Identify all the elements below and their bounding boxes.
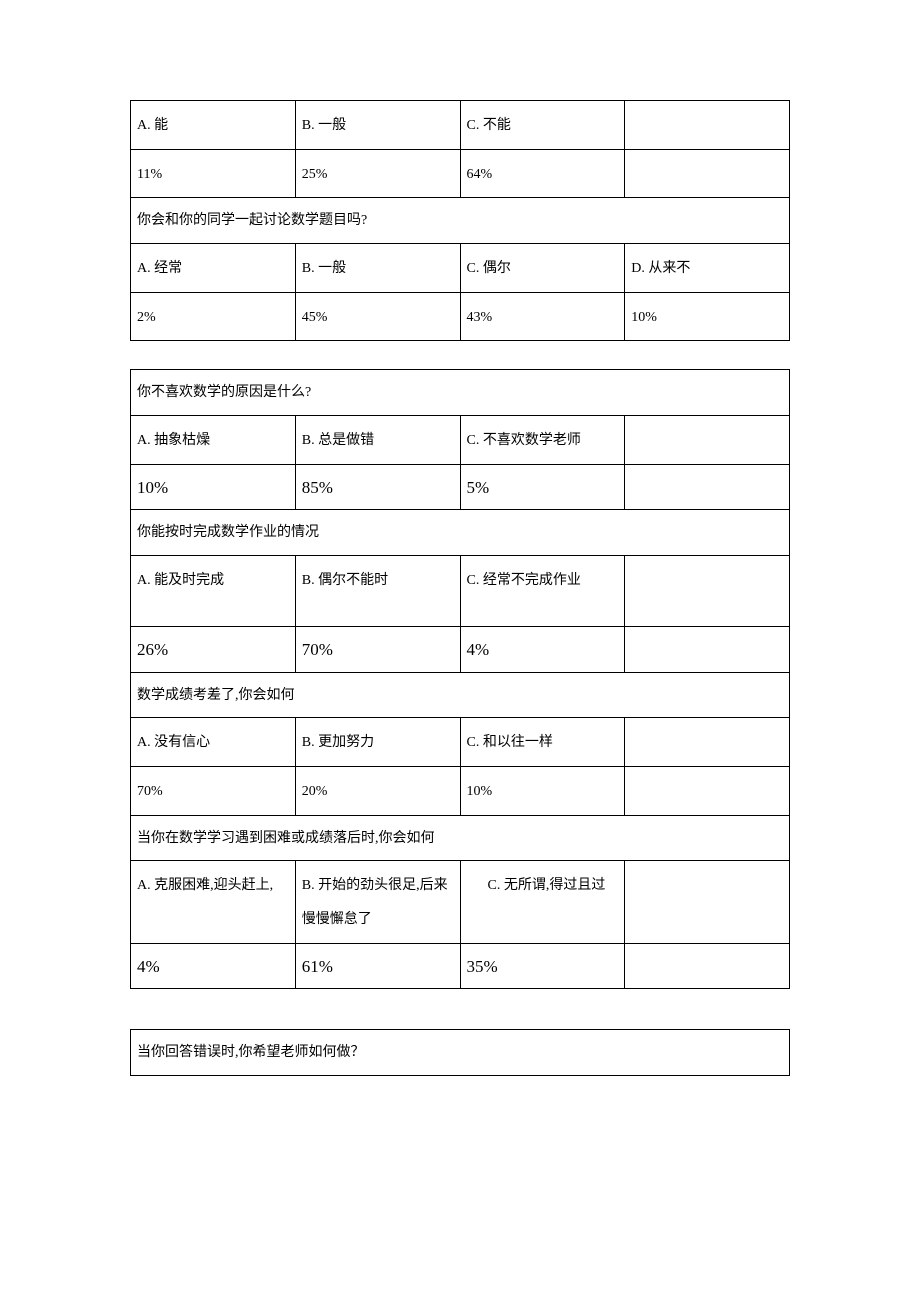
cell-option: C. 和以往一样 — [460, 718, 625, 767]
cell-empty — [625, 943, 790, 989]
table-row: 26% 70% 4% — [131, 626, 790, 672]
cell-percent: 4% — [131, 943, 296, 989]
cell-percent: 4% — [460, 626, 625, 672]
cell-empty — [625, 766, 790, 815]
cell-percent: 10% — [460, 766, 625, 815]
cell-option: B. 总是做错 — [295, 415, 460, 464]
table-row: A. 经常 B. 一般 C. 偶尔 D. 从来不 — [131, 243, 790, 292]
cell-option: C. 无所谓,得过且过 — [460, 861, 625, 943]
cell-empty — [625, 718, 790, 767]
cell-question: 你会和你的同学一起讨论数学题目吗? — [131, 198, 790, 244]
cell-question: 当你回答错误时,你希望老师如何做？ — [131, 1030, 790, 1076]
cell-question: 当你在数学学习遇到困难或成绩落后时,你会如何 — [131, 815, 790, 861]
table-row: 你会和你的同学一起讨论数学题目吗? — [131, 198, 790, 244]
table-row: 当你回答错误时,你希望老师如何做？ — [131, 1030, 790, 1076]
cell-percent: 2% — [131, 292, 296, 341]
cell-empty — [625, 626, 790, 672]
cell-option: A. 能及时完成 — [131, 555, 296, 626]
cell-option: B. 偶尔不能时 — [295, 555, 460, 626]
table-row: 11% 25% 64% — [131, 149, 790, 198]
table-row: 当你在数学学习遇到困难或成绩落后时,你会如何 — [131, 815, 790, 861]
cell-percent: 85% — [295, 464, 460, 510]
table-row: 70% 20% 10% — [131, 766, 790, 815]
cell-percent: 10% — [625, 292, 790, 341]
table-row: 你能按时完成数学作业的情况 — [131, 510, 790, 556]
cell-empty — [625, 415, 790, 464]
spacer — [130, 341, 790, 369]
table-row: A. 能 B. 一般 C. 不能 — [131, 101, 790, 150]
cell-empty — [625, 101, 790, 150]
cell-empty — [625, 861, 790, 943]
cell-option: B. 更加努力 — [295, 718, 460, 767]
cell-question: 数学成绩考差了,你会如何 — [131, 672, 790, 718]
cell-percent: 70% — [131, 766, 296, 815]
cell-percent: 25% — [295, 149, 460, 198]
cell-option: C. 经常不完成作业 — [460, 555, 625, 626]
cell-option: C. 不能 — [460, 101, 625, 150]
cell-option: B. 一般 — [295, 243, 460, 292]
cell-percent: 70% — [295, 626, 460, 672]
survey-table-1: A. 能 B. 一般 C. 不能 11% 25% 64% 你会和你的同学一起讨论… — [130, 100, 790, 341]
page: A. 能 B. 一般 C. 不能 11% 25% 64% 你会和你的同学一起讨论… — [0, 0, 920, 1136]
cell-option: A. 抽象枯燥 — [131, 415, 296, 464]
table-row: 数学成绩考差了,你会如何 — [131, 672, 790, 718]
cell-option: A. 克服困难,迎头赶上, — [131, 861, 296, 943]
table-row: 2% 45% 43% 10% — [131, 292, 790, 341]
cell-question: 你能按时完成数学作业的情况 — [131, 510, 790, 556]
survey-table-3: 当你回答错误时,你希望老师如何做？ — [130, 1029, 790, 1076]
table-row: A. 克服困难,迎头赶上, B. 开始的劲头很足,后来慢慢懈怠了 C. 无所谓,… — [131, 861, 790, 943]
cell-empty — [625, 464, 790, 510]
cell-percent: 61% — [295, 943, 460, 989]
table-row: 4% 61% 35% — [131, 943, 790, 989]
cell-percent: 64% — [460, 149, 625, 198]
survey-table-2: 你不喜欢数学的原因是什么? A. 抽象枯燥 B. 总是做错 C. 不喜欢数学老师… — [130, 369, 790, 989]
cell-percent: 45% — [295, 292, 460, 341]
cell-option: C. 不喜欢数学老师 — [460, 415, 625, 464]
cell-option: C. 偶尔 — [460, 243, 625, 292]
table-row: A. 能及时完成 B. 偶尔不能时 C. 经常不完成作业 — [131, 555, 790, 626]
cell-percent: 35% — [460, 943, 625, 989]
cell-percent: 10% — [131, 464, 296, 510]
cell-option: A. 能 — [131, 101, 296, 150]
cell-option: A. 没有信心 — [131, 718, 296, 767]
cell-percent: 26% — [131, 626, 296, 672]
cell-option: B. 开始的劲头很足,后来慢慢懈怠了 — [295, 861, 460, 943]
cell-percent: 5% — [460, 464, 625, 510]
cell-option: B. 一般 — [295, 101, 460, 150]
table-row: A. 没有信心 B. 更加努力 C. 和以往一样 — [131, 718, 790, 767]
cell-percent: 20% — [295, 766, 460, 815]
cell-question: 你不喜欢数学的原因是什么? — [131, 370, 790, 416]
spacer — [130, 989, 790, 1029]
cell-option: A. 经常 — [131, 243, 296, 292]
cell-empty — [625, 555, 790, 626]
cell-option: D. 从来不 — [625, 243, 790, 292]
table-row: 10% 85% 5% — [131, 464, 790, 510]
cell-percent: 11% — [131, 149, 296, 198]
cell-percent: 43% — [460, 292, 625, 341]
table-row: 你不喜欢数学的原因是什么? — [131, 370, 790, 416]
table-row: A. 抽象枯燥 B. 总是做错 C. 不喜欢数学老师 — [131, 415, 790, 464]
cell-empty — [625, 149, 790, 198]
